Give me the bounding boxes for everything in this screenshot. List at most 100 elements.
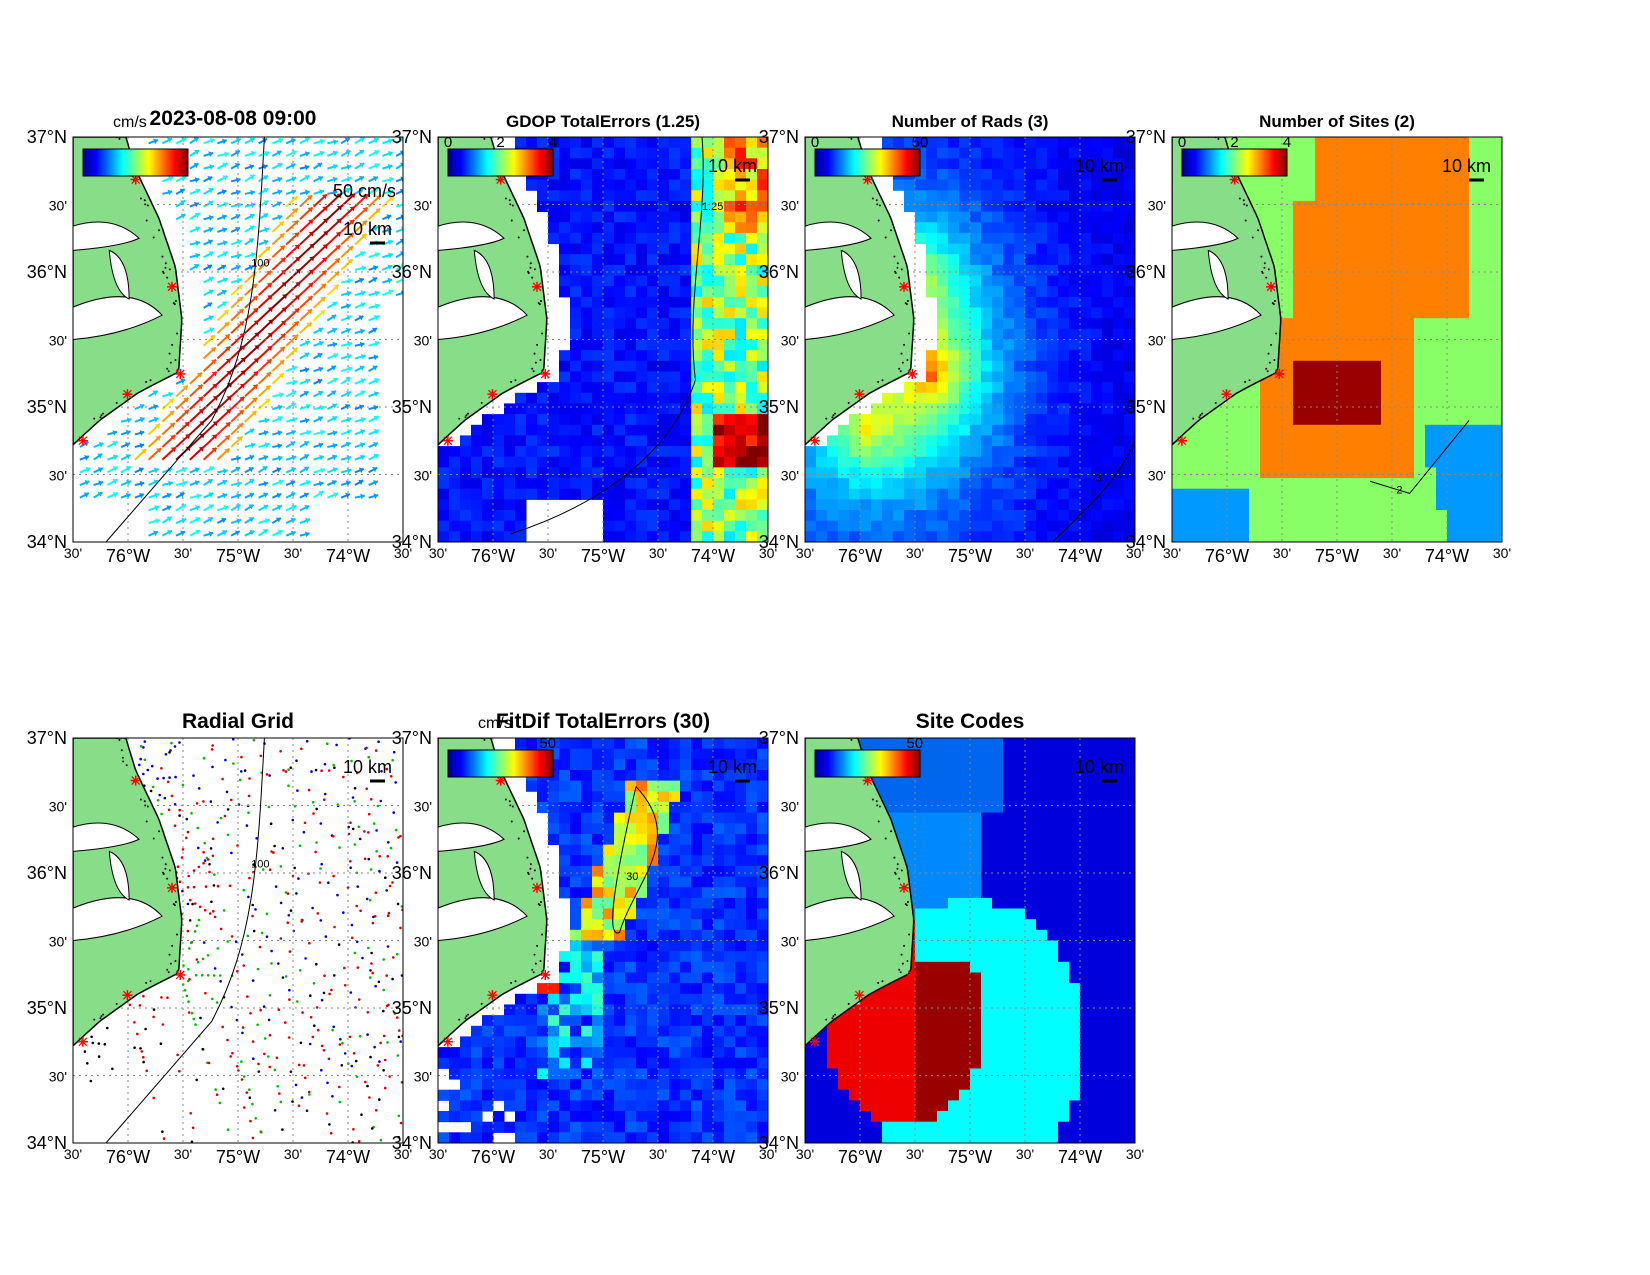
field-cell — [1113, 456, 1125, 468]
radial-grid-point — [304, 957, 307, 960]
radial-grid-point — [240, 1060, 243, 1063]
field-cell — [713, 812, 725, 824]
radial-grid-point — [329, 1131, 333, 1135]
current-vector — [175, 378, 186, 385]
field-cell — [581, 147, 593, 159]
radial-grid-point — [300, 918, 304, 922]
radial-grid-point — [251, 1102, 254, 1106]
field-cell — [669, 919, 681, 931]
field-cell — [1315, 424, 1327, 436]
field-cell — [1436, 190, 1448, 202]
field-cell — [915, 738, 927, 750]
field-cell — [713, 232, 725, 245]
field-cell — [1091, 360, 1103, 372]
field-cell — [904, 1121, 916, 1133]
field-cell — [1392, 318, 1404, 330]
field-cell — [746, 1015, 758, 1027]
field-cell — [614, 1068, 626, 1080]
field-cell — [636, 940, 648, 952]
field-cell — [680, 1089, 692, 1101]
field-cell — [816, 531, 828, 542]
field-cell — [816, 478, 828, 490]
radial-grid-point — [213, 915, 217, 919]
field-cell — [669, 812, 681, 824]
field-cell — [658, 424, 670, 436]
field-cell — [937, 392, 949, 404]
radial-grid-point — [386, 914, 390, 917]
radial-grid-point — [259, 754, 263, 758]
field-cell — [636, 1036, 648, 1048]
current-vector — [257, 345, 273, 360]
radial-grid-point — [353, 843, 357, 846]
radial-grid-point — [352, 1052, 356, 1055]
field-cell — [926, 488, 938, 500]
field-cell — [838, 1057, 850, 1069]
field-cell — [1260, 456, 1272, 468]
field-cell — [860, 1089, 872, 1101]
radial-grid-point — [211, 744, 214, 747]
radar-site-marker — [1221, 389, 1232, 400]
field-cell — [1469, 286, 1481, 298]
field-cell — [691, 876, 703, 888]
field-cell — [1480, 520, 1492, 532]
field-cell — [735, 211, 747, 223]
field-cell — [691, 908, 703, 920]
field-cell — [614, 1121, 626, 1133]
radial-grid-point — [268, 1033, 272, 1037]
field-cell — [537, 1100, 549, 1112]
field-cell — [904, 823, 916, 835]
field-cell — [636, 264, 648, 277]
field-cell — [1025, 520, 1037, 532]
field-cell — [904, 200, 916, 213]
field-cell — [625, 759, 637, 771]
field-cell — [548, 833, 560, 846]
radial-grid-point — [218, 974, 222, 977]
field-cell — [1282, 190, 1294, 202]
current-vector — [395, 290, 403, 297]
field-cell — [1249, 488, 1261, 500]
field-cell — [614, 1100, 626, 1112]
field-cell — [1183, 424, 1195, 436]
field-cell — [1392, 531, 1404, 542]
lon-tick-label: 75°W — [216, 1147, 260, 1167]
radial-grid-point — [377, 980, 381, 984]
field-cell — [1205, 446, 1217, 458]
radial-grid-point — [303, 1076, 307, 1080]
field-cell — [1480, 446, 1492, 458]
field-cell — [1425, 318, 1437, 330]
field-cell — [1425, 499, 1437, 511]
field-cell — [680, 876, 692, 888]
radial-grid-point — [364, 1080, 367, 1084]
field-cell — [816, 1089, 828, 1101]
radial-grid-point — [367, 946, 370, 950]
field-cell — [625, 801, 637, 814]
field-cell — [1304, 392, 1316, 404]
field-cell — [1249, 179, 1261, 191]
field-cell — [702, 951, 714, 963]
field-cell — [757, 1036, 768, 1048]
field-cell — [680, 1004, 692, 1016]
field-cell — [904, 801, 916, 814]
field-cell — [904, 738, 916, 750]
field-cell — [603, 791, 615, 803]
field-cell — [581, 865, 593, 878]
field-cell — [691, 1121, 703, 1133]
field-cell — [904, 435, 916, 447]
field-cell — [1326, 190, 1338, 202]
field-cell — [1458, 137, 1470, 149]
field-cell — [970, 339, 982, 351]
field-cell — [603, 865, 615, 878]
field-cell — [669, 318, 681, 330]
field-cell — [1124, 190, 1135, 202]
field-cell — [647, 222, 659, 234]
radial-grid-point — [166, 996, 169, 999]
field-cell — [860, 1079, 872, 1091]
field-cell — [669, 392, 681, 404]
field-cell — [893, 1015, 905, 1027]
field-cell — [592, 1079, 604, 1091]
field-cell — [625, 382, 637, 394]
field-cell — [1348, 478, 1360, 490]
field-cell — [1392, 211, 1404, 223]
field-cell — [948, 478, 960, 490]
current-vector — [312, 296, 326, 309]
